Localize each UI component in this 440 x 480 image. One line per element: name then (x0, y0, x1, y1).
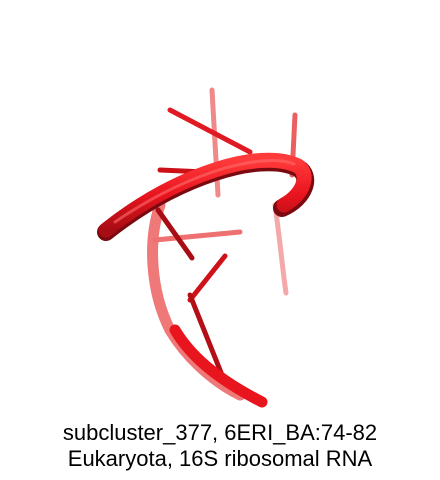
caption-line-2: Eukaryota, 16S ribosomal RNA (67, 446, 373, 471)
caption-line-1: subcluster_377, 6ERI_BA:74-82 (62, 420, 378, 445)
base-pair-rungs (155, 107, 253, 378)
backbone-front (97, 152, 315, 408)
